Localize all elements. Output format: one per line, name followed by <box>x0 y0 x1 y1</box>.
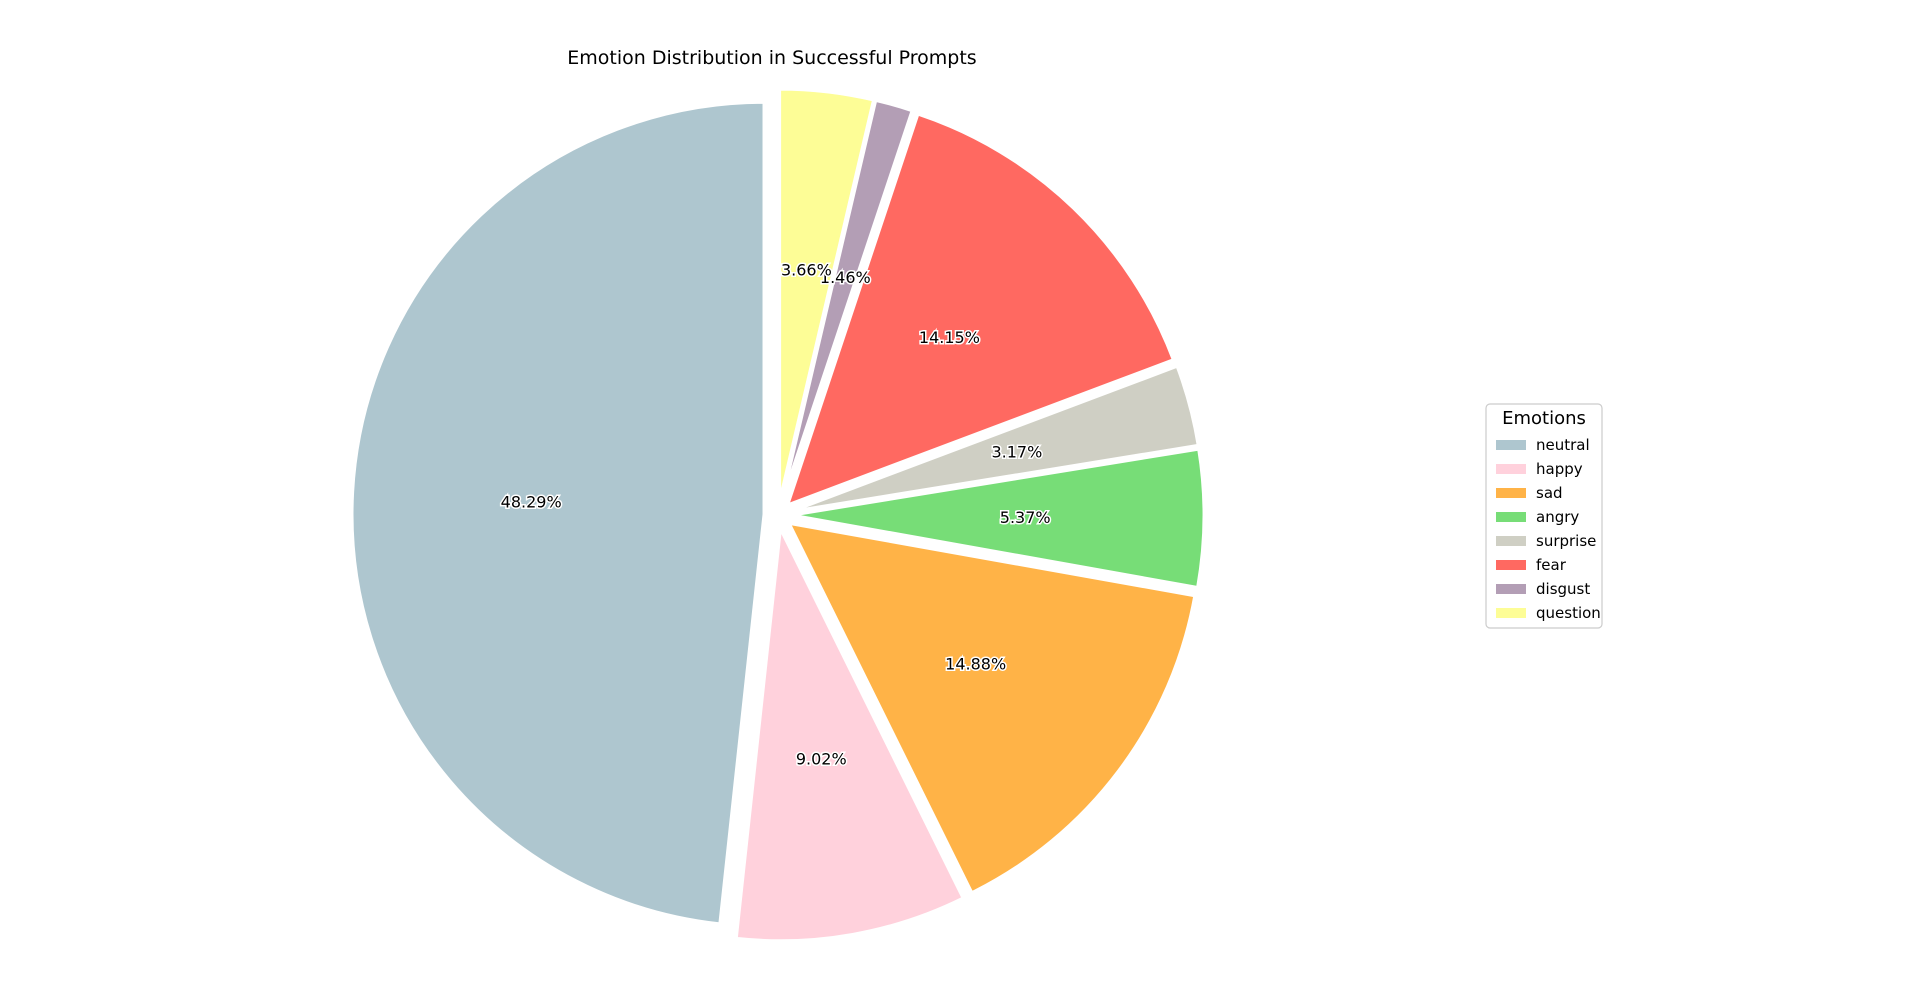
legend-swatch-surprise <box>1496 536 1526 546</box>
legend-label-neutral: neutral <box>1536 436 1590 454</box>
legend-label-fear: fear <box>1536 556 1567 574</box>
pie-slice-fear <box>786 112 1175 507</box>
legend-swatch-neutral <box>1496 440 1526 450</box>
legend-label-happy: happy <box>1536 460 1583 478</box>
legend-swatch-fear <box>1496 560 1526 570</box>
slice-label-neutral: 48.29% <box>501 493 562 512</box>
pie-slice-angry <box>790 447 1206 589</box>
pie-slice-sad <box>787 521 1197 895</box>
pie-slice-labels: 48.29% 9.02% 14.88% 5.37% 3.17% 14.15% 1.46%3.… <box>499 259 1052 770</box>
legend-label-sad: sad <box>1536 484 1563 502</box>
pie-slices <box>350 87 1206 943</box>
legend-item-happy: happy <box>1496 460 1583 478</box>
pie-slice-surprise <box>790 364 1200 513</box>
pie-slice-question <box>778 87 876 503</box>
slice-label-sad: 14.88% <box>945 654 1006 673</box>
slice-label-happy: 9.02% <box>796 749 847 768</box>
legend-swatch-sad <box>1496 488 1526 498</box>
legend-item-neutral: neutral <box>1496 436 1590 454</box>
pie-slice-happy <box>734 527 965 943</box>
legend-title: Emotions <box>1502 408 1586 429</box>
slice-label-surprise: 3.17% <box>991 442 1042 461</box>
legend-item-sad: sad <box>1496 484 1563 502</box>
legend-box <box>1485 403 1603 629</box>
legend-items: neutral happy sad angry surprise fear disgust q… <box>1496 436 1601 622</box>
pie-slice-disgust <box>780 98 914 504</box>
slice-label-fear: 14.15% <box>919 328 980 347</box>
legend-label-angry: angry <box>1536 508 1579 526</box>
pie-slice-neutral <box>350 100 766 926</box>
chart-title: Emotion Distribution in Successful Promp… <box>567 47 976 69</box>
legend-swatch-disgust <box>1496 584 1526 594</box>
legend-swatch-happy <box>1496 464 1526 474</box>
legend-item-surprise: surprise <box>1496 532 1596 550</box>
slice-label-angry: 5.37% <box>1000 508 1051 527</box>
legend-label-question: question <box>1536 604 1601 622</box>
legend-item-angry: angry <box>1496 508 1579 526</box>
legend-item-question: question <box>1496 604 1601 622</box>
legend-item-fear: fear <box>1496 556 1567 574</box>
slice-label-question: 3.66% <box>781 260 832 279</box>
legend-swatch-question <box>1496 608 1526 618</box>
slice-label-disgust: 1.46% <box>820 268 871 287</box>
legend: Emotions neutral happy sad angry surprise fea… <box>1485 403 1603 629</box>
legend-label-surprise: surprise <box>1536 532 1596 550</box>
legend-item-disgust: disgust <box>1496 580 1590 598</box>
legend-swatch-angry <box>1496 512 1526 522</box>
legend-label-disgust: disgust <box>1536 580 1590 598</box>
